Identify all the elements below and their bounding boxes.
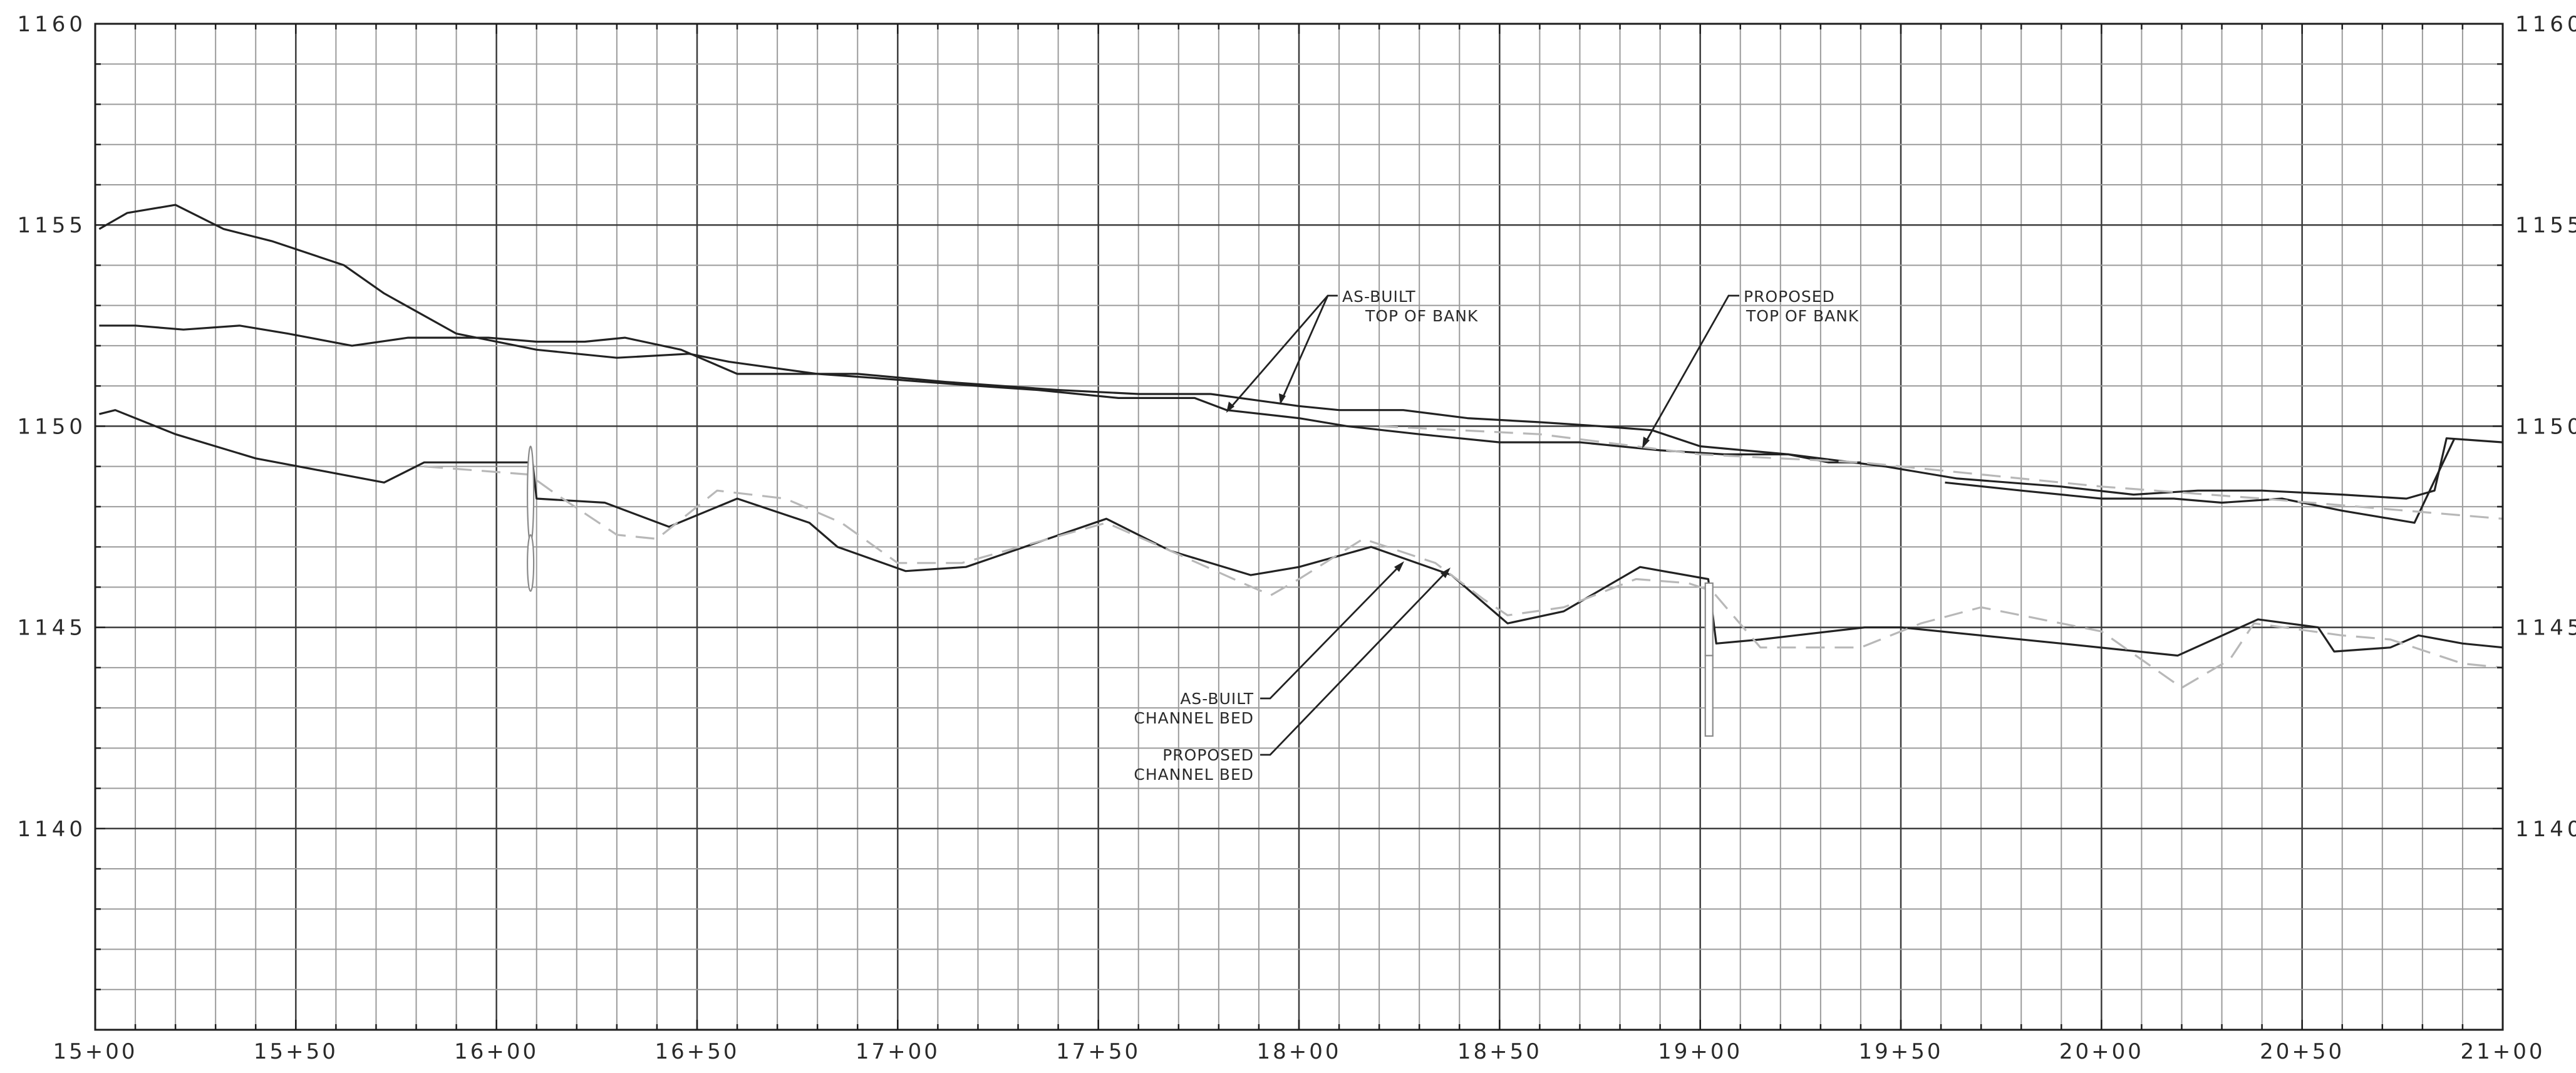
- x-tick-label: 15+50: [254, 1039, 338, 1064]
- arrowhead-icon: [1642, 437, 1650, 448]
- culvert-symbols: [527, 445, 1714, 737]
- x-tick-label: 21+00: [2460, 1039, 2545, 1064]
- x-tick-label: 19+50: [1858, 1039, 1943, 1064]
- leader-line: [1260, 569, 1449, 756]
- callout-as-built-channel-bed: AS-BUILT CHANNEL BED: [1134, 561, 1404, 727]
- callout-proposed-channel-bed: PROPOSED CHANNEL BED: [1134, 568, 1451, 784]
- callout-text: PROPOSED: [1744, 288, 1835, 306]
- x-tick-label: 16+50: [654, 1039, 739, 1064]
- profile-line-1: [98, 204, 1861, 464]
- y-tick-label-right: 1140: [2515, 817, 2576, 842]
- y-tick-label-right: 1145: [2515, 616, 2576, 641]
- x-tick-label: 20+50: [2260, 1039, 2344, 1064]
- callout-text: PROPOSED: [1162, 746, 1254, 764]
- leader-line: [1642, 294, 1739, 447]
- arrowhead-icon: [1226, 402, 1234, 413]
- arrowhead-icon: [1279, 393, 1286, 405]
- x-tick-label: 17+50: [1056, 1039, 1141, 1064]
- callout-text: AS-BUILT: [1342, 288, 1416, 306]
- culvert-symbol: [527, 445, 535, 544]
- y-tick-label-right: 1150: [2515, 414, 2576, 439]
- plot-frame: [94, 23, 2504, 1031]
- profile-line-2: [99, 324, 2503, 500]
- y-tick-label-left: 1145: [17, 616, 86, 641]
- leader-line: [1260, 563, 1403, 700]
- callout-text: CHANNEL BED: [1134, 709, 1254, 727]
- x-tick-label: 20+00: [2059, 1039, 2144, 1064]
- y-tick-label-left: 1155: [17, 213, 86, 238]
- profile-line-6: [1379, 425, 2503, 520]
- axis-labels: 15+00 15+50 16+00 16+50 17+00 17+50 18+00 18+50…: [17, 12, 2576, 1064]
- x-tick-label: 15+00: [53, 1039, 137, 1064]
- callout-text: TOP OF BANK: [1365, 307, 1478, 325]
- profile-line-5: [424, 465, 2503, 689]
- y-tick-label-right: 1155: [2515, 213, 2576, 238]
- culvert-symbol: [1704, 582, 1714, 656]
- callout-proposed-top-of-bank: PROPOSED TOP OF BANK: [1642, 288, 1859, 448]
- arrowhead-icon: [1441, 568, 1451, 578]
- x-tick-label: 19+00: [1658, 1039, 1742, 1064]
- callout-text: AS-BUILT: [1180, 690, 1254, 708]
- culvert-symbol: [1704, 655, 1714, 737]
- callouts: AS-BUILT TOP OF BANK PROPOSED TOP OF BAN…: [1134, 288, 1859, 784]
- callout-text: CHANNEL BED: [1134, 765, 1254, 784]
- callout-as-built-top-of-bank: AS-BUILT TOP OF BANK: [1226, 288, 1478, 413]
- callout-text: TOP OF BANK: [1746, 307, 1859, 325]
- profile-line-4: [1945, 438, 2456, 524]
- grid: [94, 23, 2504, 1031]
- x-tick-label: 18+00: [1256, 1039, 1341, 1064]
- y-tick-label-left: 1150: [17, 414, 86, 439]
- culvert-symbol: [527, 534, 535, 592]
- y-tick-label-left: 1160: [17, 12, 86, 37]
- x-tick-label: 17+00: [856, 1039, 940, 1064]
- y-tick-label-right: 1160: [2515, 12, 2576, 37]
- x-tick-label: 16+00: [454, 1039, 539, 1064]
- leader-line: [1228, 294, 1338, 410]
- y-tick-label-left: 1140: [17, 817, 86, 842]
- arrowhead-icon: [1394, 561, 1404, 572]
- x-tick-label: 18+50: [1457, 1039, 1542, 1064]
